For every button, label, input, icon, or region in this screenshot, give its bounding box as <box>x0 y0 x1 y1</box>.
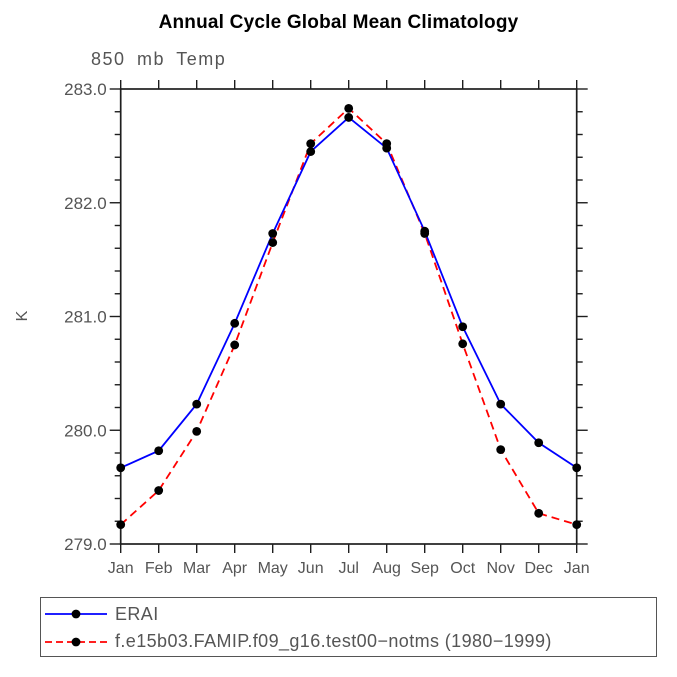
data-point-series0 <box>154 446 164 456</box>
data-point-series1 <box>420 229 430 238</box>
data-point-series1 <box>230 340 240 350</box>
legend-entry-erai: ERAI <box>44 601 656 628</box>
x-tick-label: Aug <box>372 560 400 577</box>
data-point-series1 <box>344 103 354 113</box>
y-tick-label: 280.0 <box>64 421 107 440</box>
data-point-series1 <box>268 238 278 247</box>
legend: ERAI f.e15b03.FAMIP.f09_g16.test00−notms… <box>40 597 657 657</box>
y-tick-label: 283.0 <box>64 80 107 99</box>
legend-marker-icon <box>71 609 81 619</box>
y-tick-label: 279.0 <box>64 535 107 554</box>
series-line-0 <box>120 116 578 469</box>
legend-label-erai: ERAI <box>115 603 159 624</box>
x-tick-label: Oct <box>450 560 475 577</box>
legend-sample-dashed-line <box>45 637 107 647</box>
series-line-1 <box>120 107 577 526</box>
x-tick-label: Apr <box>222 560 248 577</box>
chart-subtitle: 850 mb Temp <box>91 49 227 69</box>
data-point-series1 <box>306 139 316 149</box>
data-point-series1 <box>382 139 392 149</box>
data-point-series1 <box>154 486 164 495</box>
legend-marker-icon <box>71 637 81 647</box>
x-tick-label: Nov <box>486 560 514 577</box>
x-tick-label: Jan <box>108 560 134 577</box>
data-point-series0 <box>534 438 544 448</box>
y-axis-label: K <box>14 310 31 321</box>
data-point-series0 <box>458 322 468 332</box>
x-tick-label: Sep <box>410 560 439 577</box>
x-tick-label: Feb <box>145 560 173 577</box>
data-point-series0 <box>306 147 316 156</box>
data-point-series1 <box>534 508 544 518</box>
data-point-series0 <box>572 463 582 473</box>
x-tick-label: May <box>258 560 288 577</box>
data-point-series1 <box>496 445 506 454</box>
y-tick-label: 281.0 <box>64 308 107 327</box>
legend-label-model: f.e15b03.FAMIP.f09_g16.test00−notms (198… <box>115 631 552 652</box>
data-point-series1 <box>192 426 202 436</box>
data-point-series0 <box>344 113 354 122</box>
data-point-series0 <box>496 399 506 409</box>
x-tick-label: Mar <box>183 560 211 577</box>
data-point-series0 <box>268 229 278 238</box>
legend-entry-model: f.e15b03.FAMIP.f09_g16.test00−notms (198… <box>44 628 656 655</box>
data-point-series0 <box>116 463 126 473</box>
x-tick-label: Jan <box>564 560 590 577</box>
data-point-series1 <box>572 520 582 530</box>
data-point-series0 <box>230 318 240 328</box>
y-tick-label: 282.0 <box>64 194 107 213</box>
chart-title: Annual Cycle Global Mean Climatology <box>158 12 519 33</box>
x-tick-label: Jul <box>338 560 358 577</box>
data-point-series1 <box>458 339 468 349</box>
data-point-series0 <box>192 399 202 409</box>
data-point-series1 <box>116 520 126 530</box>
x-tick-label: Jun <box>298 560 324 577</box>
plot-frame <box>119 88 578 545</box>
legend-sample-solid-line <box>45 609 107 619</box>
x-tick-label: Dec <box>524 560 552 577</box>
